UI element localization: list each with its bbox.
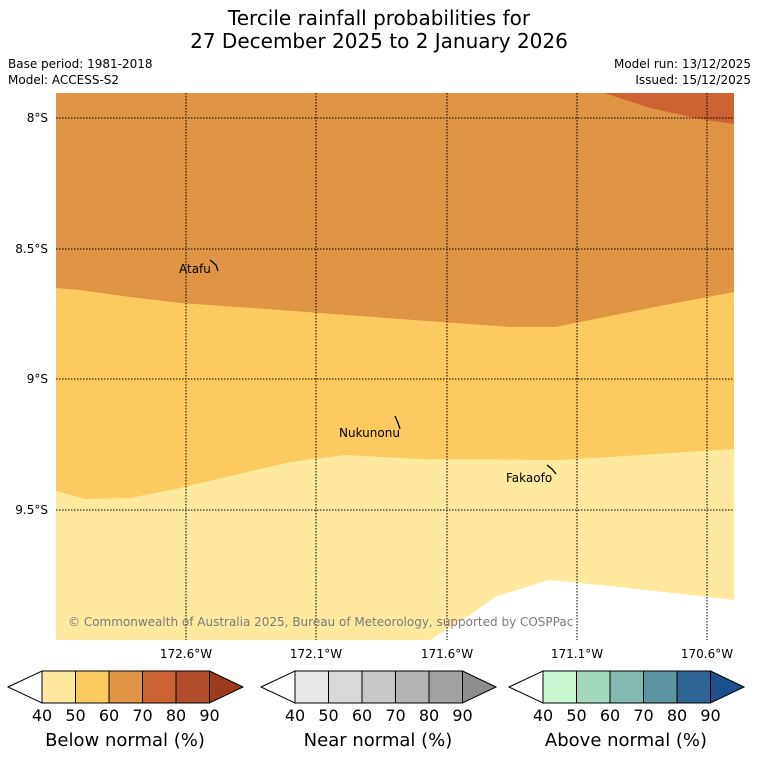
near-tick-60: 60 — [351, 706, 373, 725]
place-label-atafu: Atafu — [179, 262, 211, 276]
above-tick-60: 60 — [599, 706, 621, 725]
below-tick-40: 40 — [31, 706, 53, 725]
above-tick-50: 50 — [566, 706, 587, 725]
below-swatch-2 — [75, 670, 110, 704]
map-title-line-2: 27 December 2025 to 2 January 2026 — [190, 29, 568, 53]
below-normal-60-70-region — [56, 93, 734, 327]
issued-label: Issued: 15/12/2025 — [635, 73, 751, 87]
model-label: Model: ACCESS-S2 — [8, 73, 120, 87]
above-tick-40: 40 — [532, 706, 554, 725]
lat-label-9-5s: 9.5°S — [15, 503, 48, 517]
below-swatch-1 — [41, 670, 76, 704]
near-tick-50: 50 — [318, 706, 339, 725]
fakaofo-atoll-outline — [546, 464, 557, 475]
below-normal-40-50-region — [56, 448, 734, 640]
lon-label-171-6w: 171.6°W — [420, 647, 474, 661]
below-tick-90: 90 — [199, 706, 220, 725]
below-tick-70: 70 — [132, 706, 153, 725]
near-tick-40: 40 — [284, 706, 306, 725]
model-run-label: Model run: 13/12/2025 — [613, 57, 751, 71]
below-swatch-5 — [175, 670, 210, 704]
above-tick-80: 80 — [666, 706, 688, 725]
below-swatch-4 — [142, 670, 177, 704]
above-normal-colorbar-title: Above normal (%) — [544, 730, 708, 751]
copyright-notice: © Commonwealth of Australia 2025, Bureau… — [68, 615, 574, 629]
lat-label-8s: 8°S — [26, 111, 48, 125]
atafu-atoll-outline — [209, 259, 219, 272]
lat-label-9s: 9°S — [26, 372, 48, 386]
lon-label-171-1w: 171.1°W — [550, 647, 604, 661]
colorbar-above-normal — [507, 670, 746, 704]
place-label-fakaofo: Fakaofo — [506, 471, 553, 485]
lon-label-172-6w: 172.6°W — [159, 647, 213, 661]
below-tick-50: 50 — [65, 706, 86, 725]
colorbar-near-normal — [259, 670, 498, 704]
lon-label-172-1w: 172.1°W — [289, 647, 343, 661]
near-normal-colorbar-title: Near normal (%) — [303, 730, 453, 751]
above-tick-70: 70 — [633, 706, 654, 725]
near-tick-90: 90 — [452, 706, 473, 725]
place-label-nukunonu: Nukunonu — [339, 426, 400, 440]
near-tick-70: 70 — [385, 706, 406, 725]
near-tick-80: 80 — [418, 706, 440, 725]
graticule — [56, 93, 734, 640]
below-swatch-3 — [108, 670, 143, 704]
below-tick-60: 60 — [98, 706, 120, 725]
below-normal-colorbar-title: Below normal (%) — [45, 730, 205, 751]
below-normal-70-80-region — [604, 93, 734, 124]
below-normal-50-60-region — [56, 287, 734, 499]
map-title-line-1: Tercile rainfall probabilities for — [227, 6, 531, 30]
lon-label-170-6w: 170.6°W — [680, 647, 734, 661]
nukunonu-atoll-outline — [394, 415, 401, 430]
above-tick-90: 90 — [700, 706, 721, 725]
base-period-label: Base period: 1981-2018 — [8, 57, 153, 71]
lat-label-8-5s: 8.5°S — [15, 242, 48, 256]
colorbar-below-normal — [6, 670, 245, 704]
below-tick-80: 80 — [165, 706, 187, 725]
